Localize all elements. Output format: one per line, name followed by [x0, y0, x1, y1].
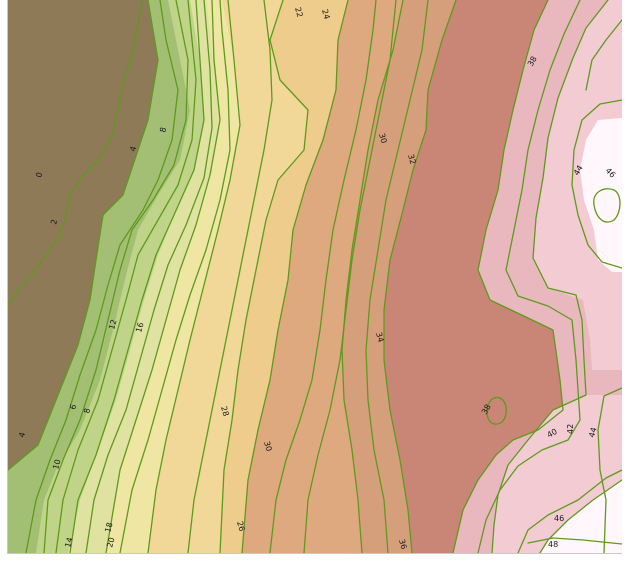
contour-label: 6	[68, 403, 78, 410]
contour-label: 10	[51, 458, 62, 470]
contour-line-44-north	[571, 99, 622, 269]
contour-label: 8	[82, 407, 92, 414]
contour-label: 38	[480, 403, 493, 416]
contour-map[interactable]: 0 2 4 4 6 8 8 10 12 14 16 18 20 22 24 26…	[7, 0, 622, 554]
contour-label: 44	[572, 164, 585, 177]
contour-labels: 0 2 4 4 6 8 8 10 12 14 16 18 20 22 24 26…	[17, 6, 617, 550]
contour-label: 0	[34, 171, 44, 178]
contour-line-38	[452, 0, 564, 553]
contour-label: 42	[566, 424, 575, 434]
contour-label: 36	[397, 538, 408, 550]
contour-line-44	[517, 469, 622, 553]
contour-label: 30	[262, 440, 273, 452]
contour-line-16	[105, 0, 221, 553]
contour-line-4	[8, 0, 159, 471]
contour-label: 28	[219, 405, 230, 417]
contour-label: 2	[49, 218, 59, 225]
contour-line-22	[187, 0, 273, 553]
contour-line-48	[527, 537, 622, 545]
contour-label: 4	[128, 145, 138, 152]
band-46-south	[540, 480, 622, 553]
contour-label: 24	[320, 8, 331, 20]
contour-label: 22	[293, 6, 304, 18]
contour-label: 30	[377, 132, 388, 144]
contour-line-30	[303, 0, 397, 553]
contour-label: 44	[587, 426, 598, 438]
contour-label: 26	[235, 520, 246, 532]
contour-line-18	[119, 0, 231, 553]
contour-line-26	[241, 0, 349, 553]
contour-lines	[8, 0, 622, 553]
contour-line-8	[43, 0, 189, 553]
contour-label: 32	[406, 153, 417, 165]
contour-label: 48	[548, 540, 558, 549]
contour-line-10	[55, 0, 197, 553]
contour-line-34	[365, 0, 429, 553]
contour-label: 12	[107, 318, 118, 330]
contour-line-32	[341, 0, 404, 553]
contour-label: 20	[105, 536, 116, 548]
contour-map-canvas: 0 2 4 4 6 8 8 10 12 14 16 18 20 22 24 26…	[8, 0, 622, 553]
elevation-bands	[8, 0, 622, 553]
contour-line-42	[491, 0, 609, 553]
contour-line-46	[539, 479, 622, 553]
contour-line-2	[8, 0, 143, 306]
contour-label: 46	[554, 514, 564, 523]
contour-line-east-edge	[585, 19, 622, 91]
contour-label: 38	[526, 55, 539, 68]
contour-line-6	[25, 0, 179, 553]
contour-line-24	[219, 0, 309, 553]
contour-line-20	[147, 0, 241, 553]
contour-label: 34	[374, 331, 385, 343]
contour-line-46-loop	[593, 188, 621, 223]
band-46	[580, 118, 622, 272]
contour-label: 18	[103, 521, 114, 533]
contour-line-38-ring	[486, 396, 507, 425]
contour-label: 4	[17, 431, 27, 438]
contour-line-44-east	[597, 387, 622, 553]
band-42	[533, 0, 622, 370]
contour-label: 8	[158, 126, 168, 133]
contour-line-12	[69, 0, 205, 553]
contour-line-28	[269, 0, 377, 553]
contour-line-40	[477, 0, 581, 553]
contour-label: 16	[134, 321, 145, 333]
contour-label: 40	[546, 427, 559, 440]
contour-line-14	[85, 0, 213, 553]
contour-line-36	[383, 0, 457, 553]
contour-label: 14	[63, 536, 74, 548]
